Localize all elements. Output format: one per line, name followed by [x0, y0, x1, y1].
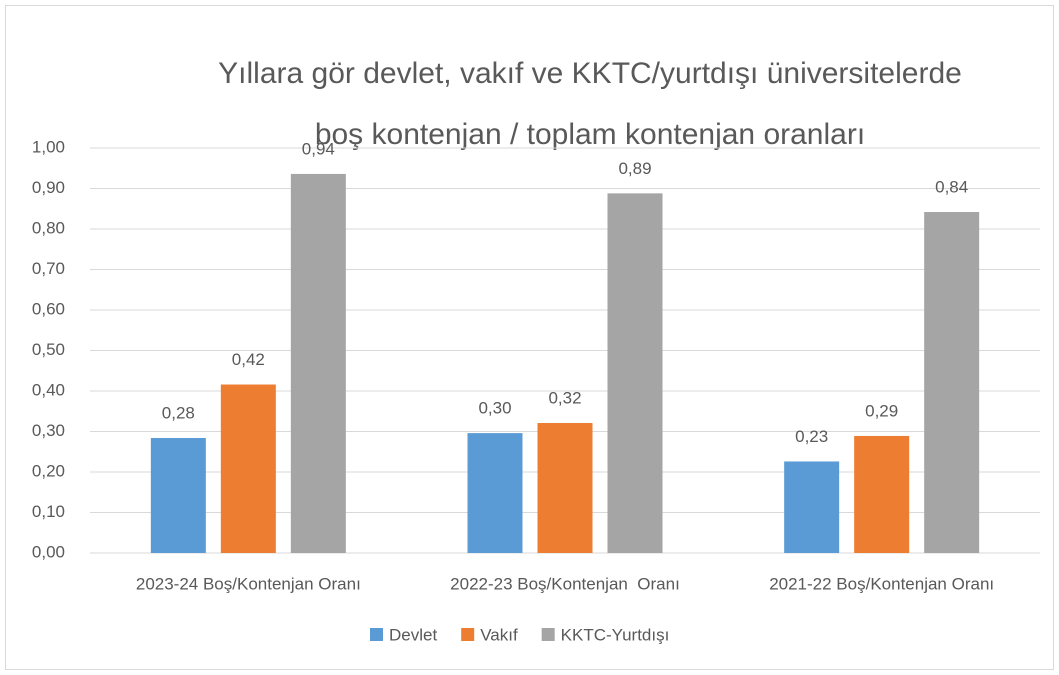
data-label: 0,94: [302, 139, 335, 158]
y-tick-label: 0,70: [32, 259, 65, 278]
y-tick-label: 0,60: [32, 299, 65, 318]
bar: [607, 193, 663, 554]
x-tick-label: 2022-23 Boş/Kontenjan Oranı: [450, 574, 680, 593]
y-tick-label: 0,00: [32, 542, 65, 561]
data-label: 0,89: [618, 159, 651, 178]
x-tick-label: 2023-24 Boş/Kontenjan Oranı: [136, 574, 361, 593]
y-tick-label: 0,40: [32, 380, 65, 399]
bar: [784, 461, 840, 553]
legend-swatch: [461, 628, 475, 641]
bar: [854, 435, 910, 553]
bar: [924, 211, 980, 554]
legend-label: KKTC-Yurtdışı: [561, 625, 670, 644]
bar: [537, 422, 593, 553]
chart-title: boş kontenjan / toplam kontenjan oranlar…: [315, 118, 865, 151]
y-tick-label: 0,30: [32, 421, 65, 440]
chart-border: [5, 5, 1054, 670]
y-tick-label: 0,90: [32, 178, 65, 197]
data-label: 0,29: [865, 401, 898, 420]
bar: [467, 433, 523, 553]
legend-swatch: [541, 628, 555, 641]
bar: [150, 437, 206, 553]
data-label: 0,32: [548, 388, 581, 407]
y-tick-label: 0,10: [32, 502, 65, 521]
y-tick-label: 0,50: [32, 340, 65, 359]
y-tick-label: 0,20: [32, 461, 65, 480]
x-tick-label: 2021-22 Boş/Kontenjan Oranı: [769, 574, 994, 593]
data-label: 0,42: [232, 350, 265, 369]
data-label: 0,30: [478, 399, 511, 418]
bar: [290, 173, 346, 554]
legend-label: Vakıf: [480, 625, 518, 644]
legend-swatch: [370, 628, 383, 641]
data-label: 0,28: [162, 403, 195, 422]
bar: [220, 384, 276, 553]
data-label: 0,23: [795, 427, 828, 446]
y-tick-label: 0,80: [32, 218, 65, 237]
data-label: 0,84: [935, 177, 968, 196]
chart-title: Yıllara gör devlet, vakıf ve KKTC/yurtdı…: [218, 57, 962, 90]
y-tick-label: 1,00: [32, 137, 65, 156]
legend-label: Devlet: [389, 625, 437, 644]
